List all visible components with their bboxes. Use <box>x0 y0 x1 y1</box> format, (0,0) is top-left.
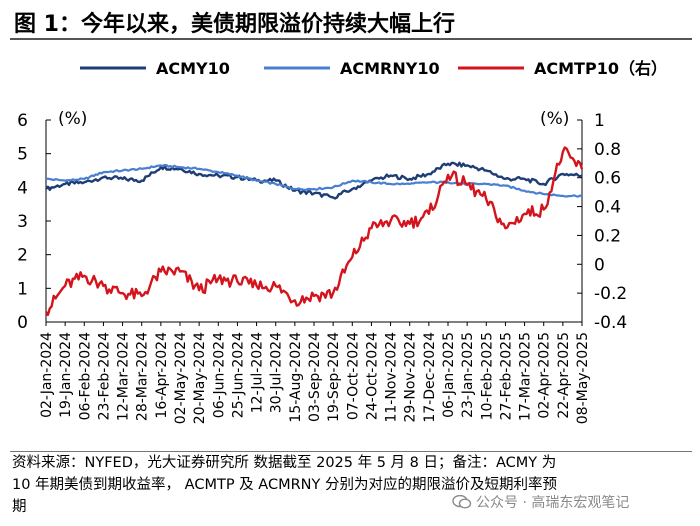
left-tick-label: 3 <box>17 212 28 232</box>
series-line-acmtp10 <box>44 146 584 316</box>
footnote: 资料来源：NYFED，光大证券研究所 数据截至 2025 年 5 月 8 日；备… <box>12 452 692 518</box>
legend-label-acmrny10: ACMRNY10 <box>340 59 440 78</box>
right-tick-label: 0 <box>594 255 605 275</box>
x-tick-label: 23-Feb-2024 <box>96 332 112 420</box>
right-axis-unit: (%) <box>540 109 569 129</box>
left-tick-label: 1 <box>17 279 28 299</box>
x-tick-label: 29-Nov-2024 <box>403 332 419 423</box>
x-tick-label: 22-Apr-2025 <box>556 332 572 419</box>
left-axis-unit: (%) <box>58 109 87 129</box>
x-tick-label: 06-Feb-2024 <box>77 332 93 420</box>
x-tick-label: 06-Jun-2024 <box>211 332 227 418</box>
x-tick-label: 12-Mar-2024 <box>116 332 132 421</box>
x-tick-label: 02-Jan-2024 <box>39 332 55 418</box>
figure-title: 图 1：今年以来，美债期限溢价持续大幅上行 <box>14 12 455 37</box>
wechat-icon <box>452 495 472 509</box>
x-tick-label: 07-Oct-2024 <box>345 332 361 420</box>
left-tick-label: 2 <box>17 246 28 266</box>
left-tick-label: 6 <box>17 111 28 131</box>
x-tick-label: 10-Feb-2025 <box>479 332 495 420</box>
x-tick-label: 30-Jul-2024 <box>269 332 285 413</box>
x-tick-label: 12-Jul-2024 <box>250 332 266 413</box>
x-tick-label: 03-Sep-2024 <box>307 332 323 422</box>
x-tick-label: 06-Jan-2025 <box>441 332 457 418</box>
right-tick-label: 0.4 <box>594 198 621 218</box>
title-divider <box>10 38 692 40</box>
x-tick-label: 17-Mar-2025 <box>518 332 534 421</box>
footnote-line-1: 资料来源：NYFED，光大证券研究所 数据截至 2025 年 5 月 8 日；备… <box>12 455 557 471</box>
series-line-acmy10 <box>45 161 583 200</box>
legend-label-acmy10: ACMY10 <box>156 59 230 78</box>
x-tick-label: 02-Apr-2025 <box>537 332 553 419</box>
right-tick-label: 0.6 <box>594 169 621 189</box>
footnote-line-2: 10 年期美债到期收益率， ACMTP 及 ACMRNY 分别为对应的期限溢价及… <box>12 477 557 493</box>
line-chart: 0 1 2 3 4 5 6 -0.4 -0.2 0 0.2 0.4 0.6 0.8 1 (%) (%) 02-Ja… <box>17 59 667 424</box>
x-tick-label: 15-Aug-2024 <box>288 332 304 423</box>
x-tick-label: 24-Oct-2024 <box>364 332 380 420</box>
x-tick-label: 19-Jan-2024 <box>58 332 74 418</box>
x-tick-label: 17-Dec-2024 <box>422 332 438 423</box>
x-tick-label: 02-May-2024 <box>173 332 189 424</box>
x-tick-label: 25-Jun-2024 <box>230 332 246 418</box>
x-tick-label: 20-May-2024 <box>192 332 208 424</box>
left-tick-label: 5 <box>17 145 28 165</box>
x-tick-label: 16-Apr-2024 <box>154 332 170 419</box>
right-tick-label: -0.2 <box>594 284 627 304</box>
x-tick-label: 27-Feb-2025 <box>498 332 514 420</box>
left-tick-label: 0 <box>17 313 28 333</box>
watermark-text: 公众号 · 高瑞东宏观笔记 <box>476 495 630 511</box>
legend-label-acmtp10: ACMTP10（右） <box>534 59 667 78</box>
watermark: 公众号 · 高瑞东宏观笔记 <box>452 492 629 512</box>
right-tick-label: 0.8 <box>594 140 621 160</box>
series-line-acmrny10 <box>45 163 583 198</box>
x-tick-label: 11-Nov-2024 <box>384 332 400 423</box>
right-tick-label: 1 <box>594 111 605 131</box>
footnote-line-3: 期 <box>12 499 27 515</box>
x-tick-label: 08-May-2025 <box>575 332 591 424</box>
x-tick-label: 23-Jan-2025 <box>460 332 476 418</box>
x-tick-label: 19-Sep-2024 <box>326 332 342 422</box>
right-tick-label: 0.2 <box>594 226 621 246</box>
x-tick-label: 28-Mar-2024 <box>135 332 151 421</box>
right-tick-label: -0.4 <box>594 313 627 333</box>
left-tick-label: 4 <box>17 178 28 198</box>
footnote-divider <box>10 451 692 452</box>
